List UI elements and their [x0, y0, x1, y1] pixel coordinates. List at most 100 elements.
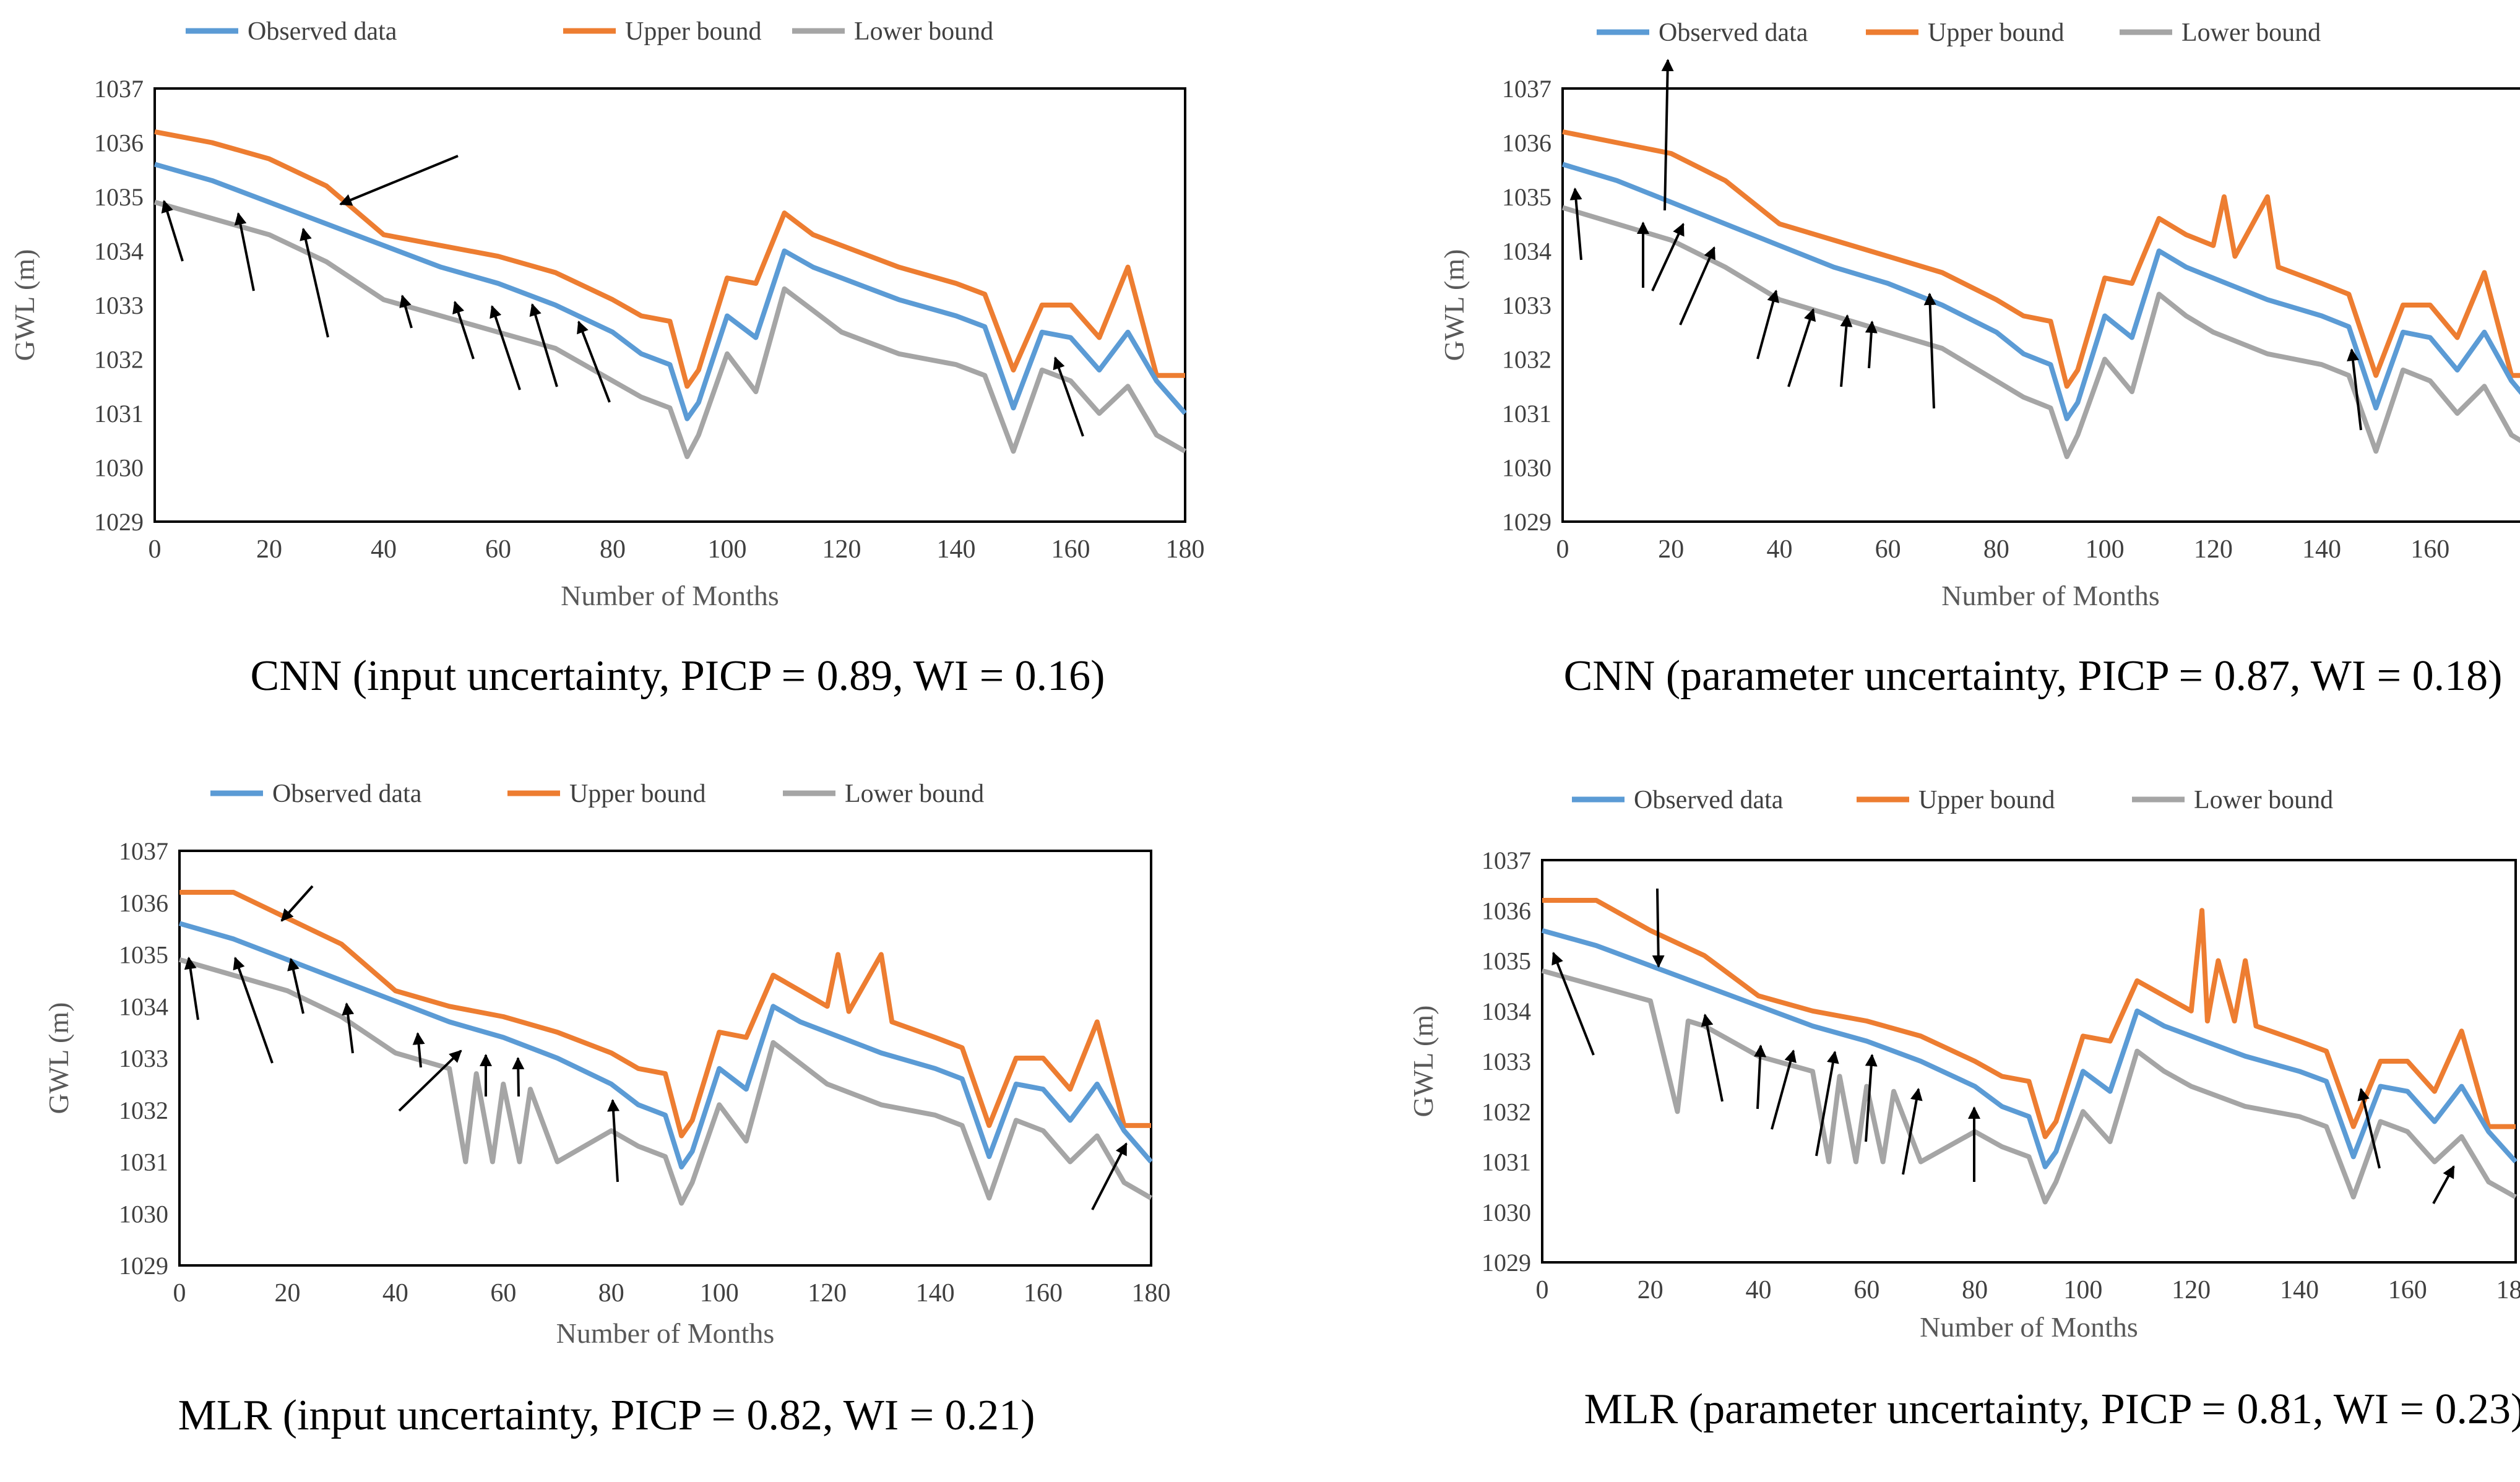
y-tick-label: 1035 — [94, 183, 144, 211]
x-tick-label: 140 — [2280, 1276, 2319, 1304]
series-line-upper-bound — [179, 890, 1151, 1139]
x-axis-title: Number of Months — [556, 1317, 775, 1349]
y-tick-label: 1032 — [1482, 1098, 1531, 1126]
annotation-arrow — [1787, 308, 1816, 387]
legend-label: Lower bound — [2181, 19, 2321, 47]
legend-label: Observed data — [272, 780, 422, 808]
series-line-upper-bound — [1562, 129, 2520, 389]
x-tick-label: 40 — [1746, 1276, 1772, 1304]
y-tick-label: 1030 — [94, 454, 144, 482]
y-tick-label: 1029 — [94, 508, 144, 536]
x-tick-label: 80 — [1962, 1276, 1988, 1304]
legend-label: Upper bound — [1928, 19, 2064, 47]
y-tick-label: 1035 — [1482, 947, 1531, 975]
x-tick-label: 160 — [2410, 535, 2449, 564]
series-line-upper-bound — [1542, 898, 2516, 1139]
plot-area — [178, 850, 1152, 1267]
annotation-arrow — [1569, 187, 1582, 261]
x-tick-label: 20 — [256, 535, 282, 564]
y-tick-label: 1037 — [119, 837, 168, 865]
chart-panel-1: Observed data Upper bound Lower bound 1029 1… — [9, 17, 1205, 700]
y-tick-label: 1031 — [119, 1148, 168, 1176]
series-line-lower-bound — [153, 199, 1186, 459]
series-line-observed-data — [153, 162, 1188, 421]
annotation-arrow — [1923, 293, 1936, 409]
x-tick-label: 20 — [274, 1279, 300, 1308]
x-tick-label: 120 — [2194, 535, 2233, 564]
x-tick-label: 0 — [1536, 1276, 1549, 1304]
x-tick-label: 40 — [382, 1279, 408, 1308]
y-tick-label: 1033 — [1502, 291, 1551, 319]
legend-label: Observed data — [248, 17, 397, 46]
y-tick-label: 1031 — [1502, 400, 1551, 428]
annotation-arrow — [1661, 59, 1674, 211]
panel-caption: MLR (input uncertainty, PICP = 0.82, WI … — [178, 1392, 1035, 1439]
panel-caption: CNN (input uncertainty, PICP = 0.89, WI … — [251, 652, 1105, 700]
x-tick-label: 60 — [485, 535, 511, 564]
x-tick-label: 120 — [2172, 1276, 2211, 1304]
x-tick-label: 80 — [598, 1279, 624, 1308]
x-tick-label: 180 — [1132, 1279, 1171, 1308]
x-tick-label: 0 — [173, 1279, 186, 1308]
y-tick-label: 1029 — [119, 1252, 168, 1280]
annotation-arrow — [399, 295, 413, 329]
y-axis-title: GWL (m) — [1407, 1006, 1439, 1118]
y-tick-label: 1034 — [1502, 238, 1551, 265]
x-tick-label: 20 — [1658, 535, 1684, 564]
legend-label: Upper bound — [625, 17, 761, 46]
legend-label: Observed data — [1634, 786, 1784, 814]
y-tick-label: 1036 — [1502, 129, 1551, 157]
annotation-arrow — [1091, 1142, 1128, 1210]
annotation-arrow — [287, 958, 304, 1014]
y-tick-label: 1030 — [119, 1200, 168, 1228]
annotation-arrow — [280, 885, 314, 922]
annotation-arrow — [1651, 223, 1685, 291]
y-tick-label: 1034 — [94, 238, 144, 265]
annotation-arrow — [1679, 246, 1715, 325]
legend-label: Upper bound — [1918, 786, 2055, 814]
x-axis-title: Number of Months — [1941, 580, 2160, 611]
y-tick-label: 1034 — [1482, 997, 1531, 1025]
annotation-arrow — [339, 155, 459, 206]
x-tick-label: 140 — [916, 1279, 955, 1308]
x-tick-label: 40 — [1766, 535, 1792, 564]
x-axis-title: Number of Months — [561, 580, 779, 611]
y-tick-label: 1032 — [94, 346, 144, 374]
annotation-arrow — [398, 1049, 462, 1112]
annotation-arrow — [490, 305, 521, 390]
x-tick-label: 100 — [708, 535, 747, 564]
y-tick-label: 1033 — [94, 291, 144, 319]
annotation-arrow — [1551, 952, 1595, 1056]
annotation-arrow — [1902, 1088, 1923, 1175]
chart-panel-4: Observed data Upper bound Lower bound 1029 1… — [1407, 786, 2520, 1433]
series-line-observed-data — [178, 921, 1154, 1170]
x-tick-label: 140 — [937, 535, 976, 564]
annotation-arrow — [529, 303, 558, 387]
annotation-arrow — [233, 957, 274, 1064]
y-tick-label: 1030 — [1482, 1199, 1531, 1226]
annotation-arrow — [234, 212, 255, 291]
legend-label: Observed data — [1659, 19, 1808, 47]
legend-label: Upper bound — [569, 780, 706, 808]
y-tick-label: 1037 — [94, 75, 144, 103]
x-tick-label: 100 — [2086, 535, 2125, 564]
series-line-observed-data — [1541, 928, 2518, 1170]
x-tick-label: 140 — [2302, 535, 2341, 564]
annotation-arrow — [1840, 314, 1853, 387]
annotation-arrow — [2432, 1165, 2455, 1204]
x-tick-label: 80 — [600, 535, 626, 564]
y-tick-label: 1034 — [119, 993, 168, 1020]
annotation-arrow — [1865, 321, 1878, 369]
annotation-arrow — [342, 1002, 355, 1054]
y-tick-label: 1032 — [119, 1096, 168, 1124]
x-tick-label: 120 — [808, 1279, 847, 1308]
annotation-arrow — [412, 1032, 425, 1068]
x-tick-label: 180 — [2496, 1276, 2520, 1304]
series-line-lower-bound — [1541, 968, 2517, 1205]
x-tick-label: 60 — [1875, 535, 1901, 564]
legend-label: Lower bound — [845, 780, 984, 808]
annotation-arrow — [452, 301, 475, 360]
y-axis-title: GWL (m) — [9, 249, 40, 361]
x-tick-label: 60 — [1853, 1276, 1879, 1304]
